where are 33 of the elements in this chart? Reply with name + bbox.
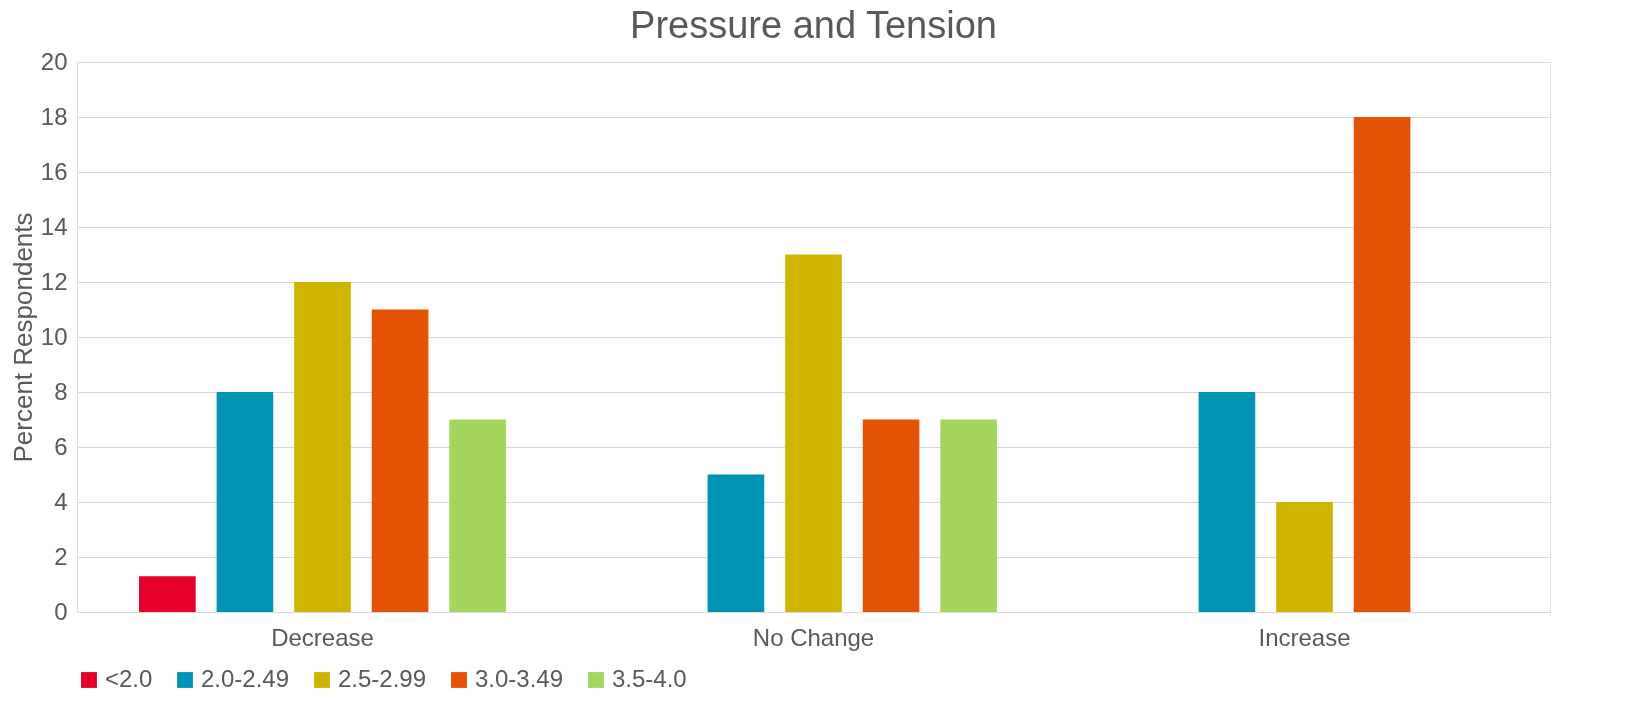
bar xyxy=(216,392,274,612)
legend-label: 3.5-4.0 xyxy=(612,665,687,692)
legend-label: 3.0-3.49 xyxy=(475,665,564,692)
bar xyxy=(1276,502,1333,612)
chart-title: Pressure and Tension xyxy=(630,4,997,46)
bar xyxy=(1353,117,1411,612)
x-tick-label: Increase xyxy=(1258,623,1351,651)
legend-label: <2.0 xyxy=(105,665,153,692)
bar xyxy=(862,419,920,612)
legend-label: 2.0-2.49 xyxy=(201,665,290,692)
y-tick-label: 20 xyxy=(40,47,68,75)
y-tick-label: 6 xyxy=(54,432,68,460)
y-tick-label: 14 xyxy=(40,212,68,240)
y-axis-title: Percent Respondents xyxy=(7,212,38,463)
bar xyxy=(371,309,429,612)
x-tick-label: Decrease xyxy=(271,623,374,651)
bar xyxy=(707,474,765,612)
bar xyxy=(294,282,351,612)
bar xyxy=(449,419,506,612)
bar xyxy=(1198,392,1256,612)
legend-label: 2.5-2.99 xyxy=(338,665,427,692)
y-tick-label: 0 xyxy=(54,597,68,625)
y-tick-label: 18 xyxy=(40,102,68,130)
x-tick-label: No Change xyxy=(752,623,875,651)
bar xyxy=(785,254,842,612)
bar xyxy=(139,576,196,612)
y-tick-label: 16 xyxy=(40,157,68,185)
y-tick-label: 4 xyxy=(54,487,68,515)
y-tick-label: 12 xyxy=(40,267,68,295)
y-tick-label: 10 xyxy=(40,322,68,350)
bar xyxy=(940,419,997,612)
y-tick-label: 8 xyxy=(54,377,68,405)
y-tick-label: 2 xyxy=(54,542,68,570)
